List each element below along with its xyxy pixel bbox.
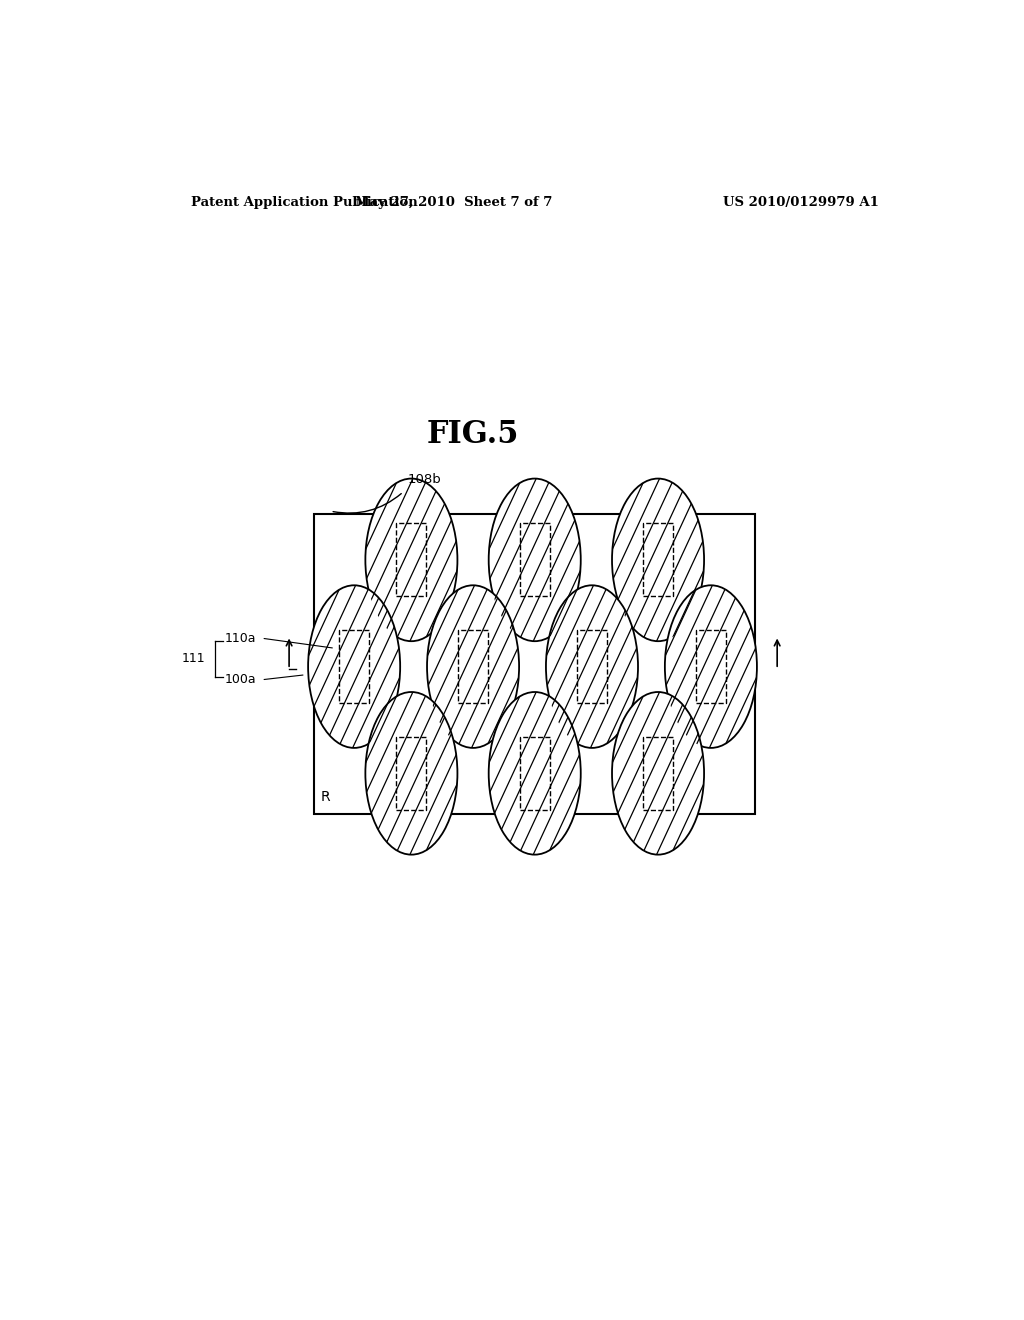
Text: 111: 111 (182, 652, 206, 665)
Ellipse shape (488, 479, 581, 642)
Text: R: R (321, 789, 331, 804)
Ellipse shape (308, 585, 400, 748)
Bar (643, 737, 673, 810)
Bar (643, 523, 673, 597)
Bar (339, 630, 370, 704)
Ellipse shape (546, 585, 638, 748)
Ellipse shape (612, 692, 705, 854)
Text: Patent Application Publication: Patent Application Publication (191, 195, 418, 209)
Bar (396, 523, 426, 597)
Text: 110a: 110a (225, 632, 256, 644)
Ellipse shape (488, 692, 581, 854)
Text: May 27, 2010  Sheet 7 of 7: May 27, 2010 Sheet 7 of 7 (354, 195, 552, 209)
Text: 108b: 108b (408, 473, 441, 486)
Ellipse shape (665, 585, 757, 748)
Bar (396, 737, 426, 810)
Bar (519, 737, 550, 810)
Bar (519, 523, 550, 597)
Ellipse shape (366, 479, 458, 642)
Bar (314, 515, 755, 814)
Text: US 2010/0129979 A1: US 2010/0129979 A1 (723, 195, 879, 209)
Bar (577, 630, 607, 704)
Text: 100a: 100a (225, 673, 256, 686)
Bar (696, 630, 726, 704)
Ellipse shape (612, 479, 705, 642)
Bar (458, 630, 488, 704)
Ellipse shape (427, 585, 519, 748)
Ellipse shape (366, 692, 458, 854)
Text: FIG.5: FIG.5 (427, 420, 519, 450)
